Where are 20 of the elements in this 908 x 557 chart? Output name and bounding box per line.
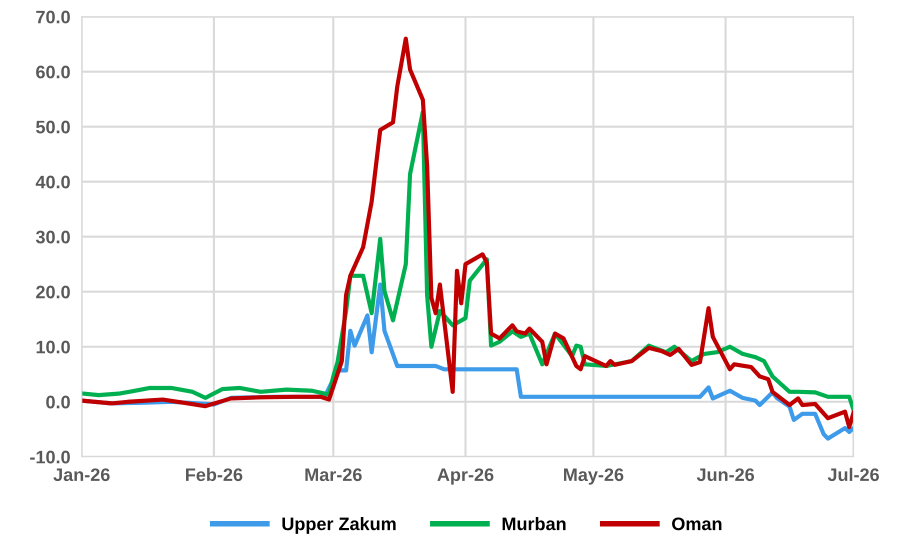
y-tick-label: 30.0 xyxy=(36,230,70,244)
y-tick-label: 20.0 xyxy=(36,286,70,298)
y-tick-label: 70.0 xyxy=(36,10,70,24)
legend-label: Upper Zakum xyxy=(282,516,396,534)
line-series xyxy=(82,36,854,430)
y-tick-label: 60.0 xyxy=(36,66,70,78)
legend-label: Oman xyxy=(672,517,722,530)
y-tick-label: 50.0 xyxy=(36,120,70,134)
y-tick-label: -10.0 xyxy=(30,450,70,464)
x-tick-label: Jan-26 xyxy=(53,468,110,482)
y-tick-label: 40.0 xyxy=(36,176,70,188)
x-tick-label: Apr-26 xyxy=(437,468,494,485)
x-tick-label: Jun-26 xyxy=(696,468,754,482)
y-tick-label: 0.0 xyxy=(46,396,70,408)
x-tick-label: Jul-26 xyxy=(828,468,879,482)
x-tick-label: Mar-26 xyxy=(305,468,362,482)
y-tick-label: 10.0 xyxy=(36,340,70,354)
x-tick-label: Feb-26 xyxy=(186,468,242,482)
legend-label: Murban xyxy=(502,516,566,530)
x-tick-label: May-26 xyxy=(564,468,624,485)
